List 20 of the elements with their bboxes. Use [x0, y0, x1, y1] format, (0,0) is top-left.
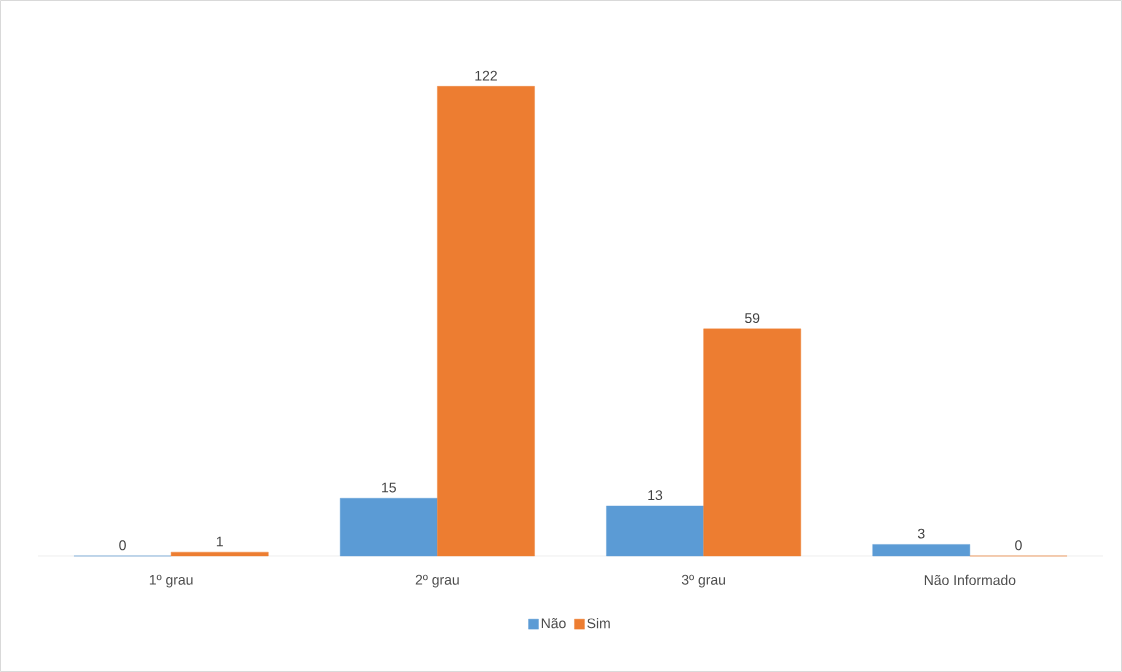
bar [170, 551, 269, 557]
data-label: 0 [119, 540, 126, 551]
bar [606, 505, 704, 557]
data-label: 0 [1015, 540, 1022, 551]
data-label: 59 [745, 313, 760, 324]
data-label: 122 [475, 70, 497, 81]
bar [872, 544, 971, 557]
bar [340, 498, 438, 557]
bar [437, 86, 535, 557]
x-tick-label: 3º grau [681, 574, 725, 588]
data-label: 15 [382, 482, 396, 493]
legend-label: Sim [587, 618, 610, 629]
data-label: 1 [216, 536, 223, 547]
x-tick-label: 1º grau [149, 574, 193, 588]
x-tick-label: 2º grau [415, 574, 459, 588]
data-label: 13 [648, 490, 663, 501]
bar [703, 328, 801, 557]
legend-label: Não [541, 618, 566, 629]
data-label: 3 [917, 528, 925, 539]
x-tick-label: Não Informado [924, 574, 1016, 586]
